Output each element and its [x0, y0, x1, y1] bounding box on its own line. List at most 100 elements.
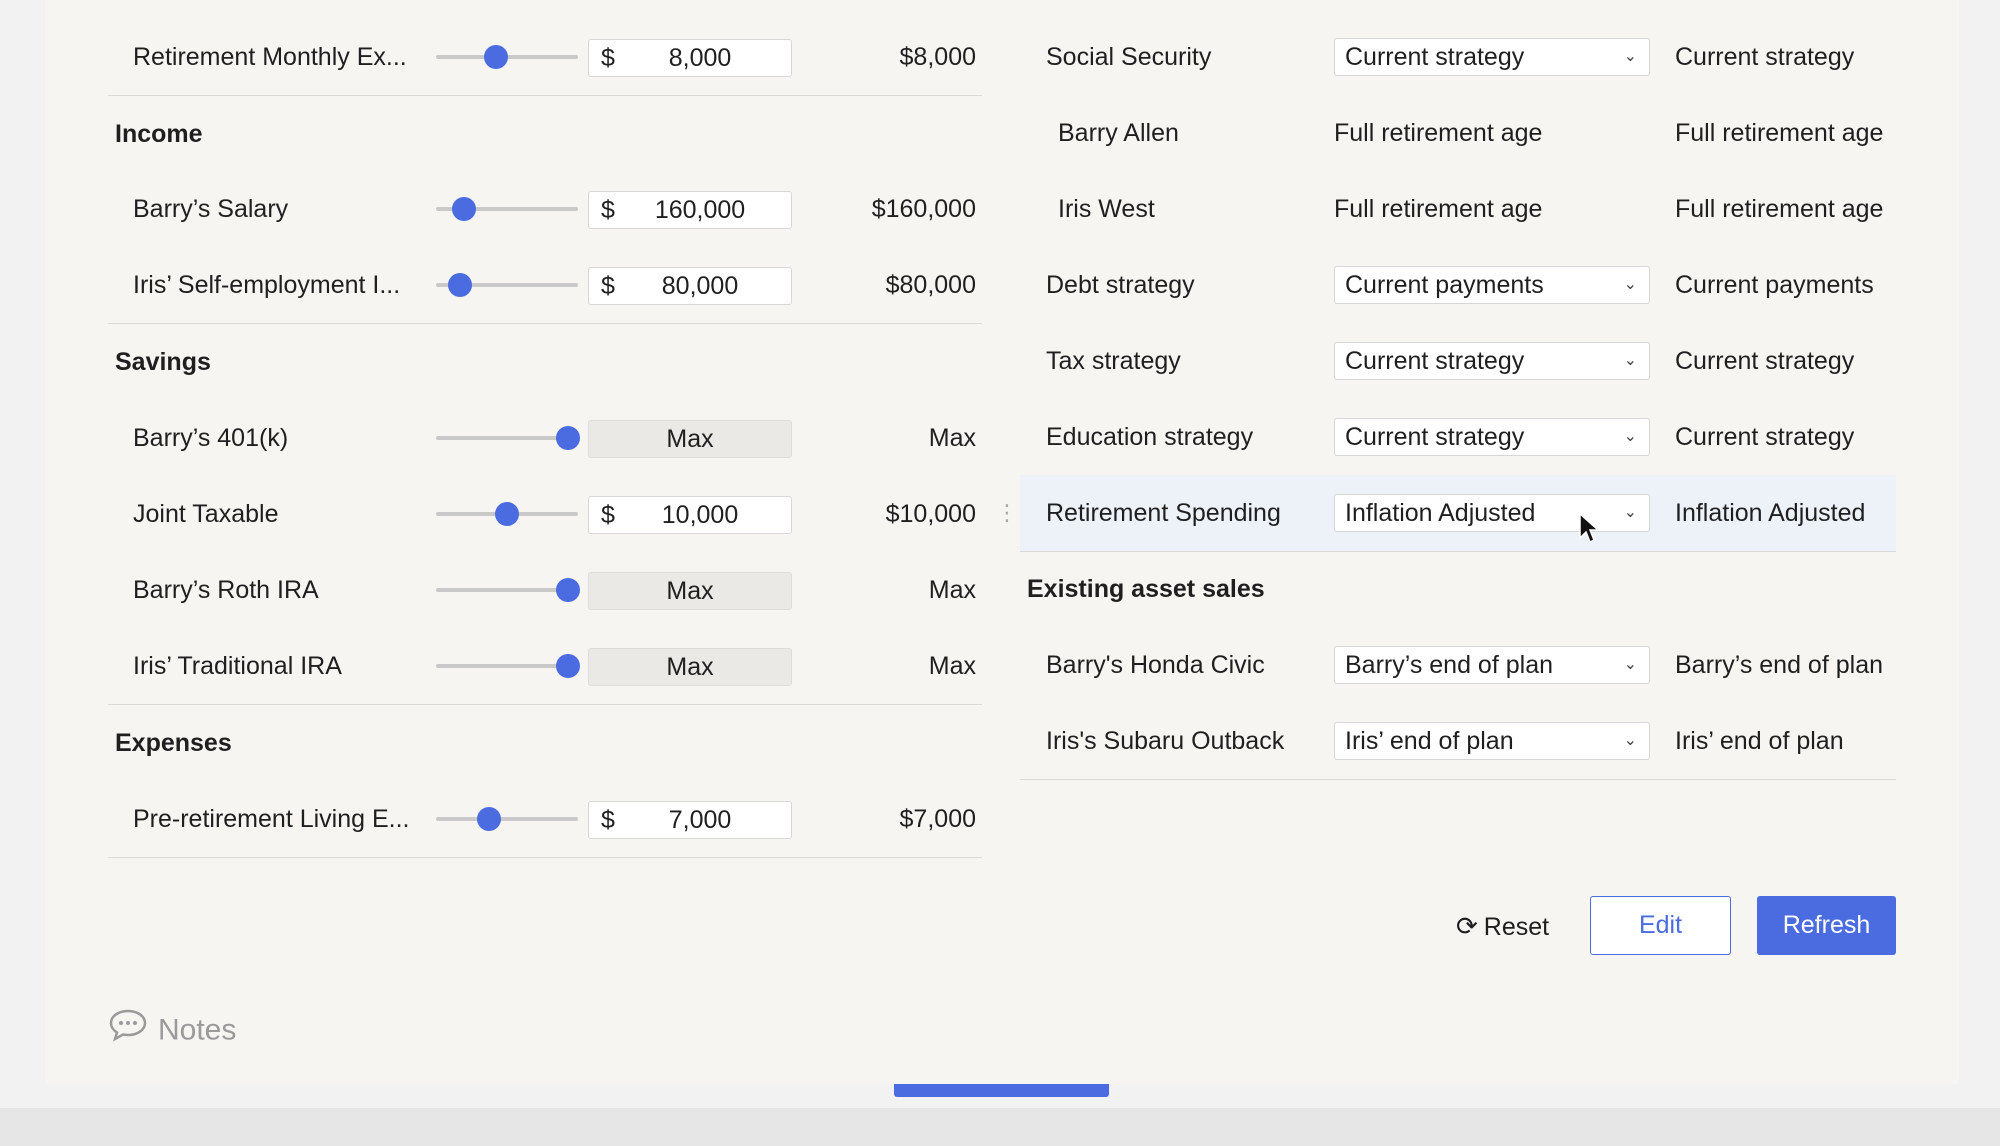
result-value: Current strategy [1675, 347, 1855, 375]
slider[interactable] [436, 45, 578, 69]
select-value: Current payments [1345, 271, 1544, 299]
retirement-spending-select[interactable]: Inflation Adjusted ⌄ [1334, 494, 1650, 532]
amount-input[interactable]: $ 7,000 [588, 801, 792, 839]
slider[interactable] [436, 273, 578, 297]
row-label: Iris’ Self-employment I... [133, 271, 401, 299]
chevron-down-icon: ⌄ [1623, 504, 1637, 521]
select-value: Barry’s end of plan [1345, 651, 1553, 679]
amount-input[interactable]: $ 8,000 [588, 39, 792, 77]
row-value: Full retirement age [1334, 119, 1543, 147]
result-value: Current strategy [1675, 43, 1855, 71]
divider [108, 857, 982, 858]
debt-strategy-select[interactable]: Current payments ⌄ [1334, 266, 1650, 304]
select-value: Iris’ end of plan [1345, 727, 1514, 755]
slider[interactable] [436, 197, 578, 221]
slider[interactable] [436, 578, 581, 602]
divider [1020, 551, 1896, 552]
amount-value: Max [666, 425, 714, 453]
row-retirement-spending: Retirement Spending Inflation Adjusted ⌄… [1020, 475, 1896, 551]
row-label: Debt strategy [1046, 271, 1195, 299]
currency-symbol: $ [601, 272, 615, 300]
row-barry-roth-ira: Barry’s Roth IRA Max Max [108, 552, 982, 628]
row-iris-traditional-ira: Iris’ Traditional IRA Max Max [108, 628, 982, 704]
row-debt-strategy: Debt strategy Current payments ⌄ Current… [1020, 247, 1896, 323]
result-value: Barry’s end of plan [1675, 651, 1883, 679]
section-title-savings: Savings [115, 348, 211, 376]
row-label: Barry’s Roth IRA [133, 576, 319, 604]
drag-handle-icon[interactable]: ⋮⋮ [996, 500, 1040, 526]
slider-thumb[interactable] [556, 426, 581, 450]
result-value: Max [928, 424, 976, 452]
slider-thumb[interactable] [476, 807, 501, 831]
notes-toggle[interactable]: Notes [108, 1008, 236, 1052]
row-label: Pre-retirement Living E... [133, 805, 410, 833]
notes-label: Notes [158, 1013, 237, 1047]
row-barry-salary: Barry’s Salary $ 160,000 $160,000 [108, 171, 982, 247]
slider[interactable] [436, 426, 581, 450]
reset-button[interactable]: ⟳ Reset [1456, 901, 1549, 951]
slider-thumb[interactable] [556, 578, 581, 602]
subaru-outback-select[interactable]: Iris’ end of plan ⌄ [1334, 722, 1650, 760]
tax-strategy-select[interactable]: Current strategy ⌄ [1334, 342, 1650, 380]
amount-input[interactable]: $ 160,000 [588, 191, 792, 229]
result-value: Current payments [1675, 271, 1874, 299]
amount-value: Max [666, 577, 714, 605]
chevron-down-icon: ⌄ [1623, 428, 1637, 445]
edit-button[interactable]: Edit [1590, 896, 1731, 955]
mouse-cursor-icon [1579, 512, 1600, 544]
refresh-button[interactable]: Refresh [1757, 896, 1896, 955]
refresh-icon: ⟳ [1456, 911, 1478, 941]
divider [108, 95, 982, 96]
slider[interactable] [436, 807, 578, 831]
slider-thumb[interactable] [495, 502, 519, 526]
result-value: $160,000 [871, 195, 976, 223]
chevron-down-icon: ⌄ [1623, 48, 1637, 65]
select-value: Current strategy [1345, 43, 1525, 71]
row-pre-retirement-living-expenses: Pre-retirement Living E... $ 7,000 $7,00… [108, 781, 982, 857]
result-value: $80,000 [885, 271, 976, 299]
amount-max-box[interactable]: Max [588, 572, 792, 610]
divider [108, 323, 982, 324]
amount-value: 160,000 [654, 196, 746, 224]
education-strategy-select[interactable]: Current strategy ⌄ [1334, 418, 1650, 456]
amount-input[interactable]: $ 10,000 [588, 496, 792, 534]
slider[interactable] [436, 502, 578, 526]
row-label: Iris West [1058, 195, 1155, 223]
bottom-strip [0, 1108, 2000, 1146]
result-value: $8,000 [899, 43, 976, 71]
row-barry-allen: Barry Allen Full retirement age Full ret… [1020, 95, 1896, 171]
slider-thumb[interactable] [483, 45, 508, 69]
row-label: Barry’s Salary [133, 195, 289, 223]
row-label: Barry’s 401(k) [133, 424, 289, 452]
row-value: Full retirement age [1334, 195, 1543, 223]
bottom-tab-indicator[interactable] [894, 1084, 1109, 1097]
select-value: Current strategy [1345, 347, 1525, 375]
result-value: Inflation Adjusted [1675, 499, 1866, 527]
section-title-income: Income [115, 120, 203, 148]
row-tax-strategy: Tax strategy Current strategy ⌄ Current … [1020, 323, 1896, 399]
currency-symbol: $ [601, 44, 615, 72]
row-label: Barry's Honda Civic [1046, 651, 1265, 679]
chevron-down-icon: ⌄ [1623, 276, 1637, 293]
section-title-expenses: Expenses [115, 729, 232, 757]
honda-civic-select[interactable]: Barry’s end of plan ⌄ [1334, 646, 1650, 684]
result-value: Full retirement age [1675, 195, 1884, 223]
social-security-select[interactable]: Current strategy ⌄ [1334, 38, 1650, 76]
slider-thumb[interactable] [452, 197, 477, 221]
amount-value: 8,000 [668, 44, 732, 72]
slider-thumb[interactable] [556, 654, 581, 678]
row-joint-taxable: Joint Taxable $ 10,000 $10,000 [108, 476, 982, 552]
row-iris-self-employment: Iris’ Self-employment I... $ 80,000 $80,… [108, 247, 982, 323]
amount-max-box[interactable]: Max [588, 420, 792, 458]
amount-input[interactable]: $ 80,000 [588, 267, 792, 305]
result-value: $10,000 [885, 500, 976, 528]
amount-max-box[interactable]: Max [588, 648, 792, 686]
amount-value: 7,000 [668, 806, 732, 834]
result-value: Max [928, 652, 976, 680]
result-value: Max [928, 576, 976, 604]
amount-value: Max [666, 653, 714, 681]
divider [108, 704, 982, 705]
slider-thumb[interactable] [448, 273, 473, 297]
slider[interactable] [436, 654, 581, 678]
row-iris-subaru-outback: Iris's Subaru Outback Iris’ end of plan … [1020, 703, 1896, 779]
